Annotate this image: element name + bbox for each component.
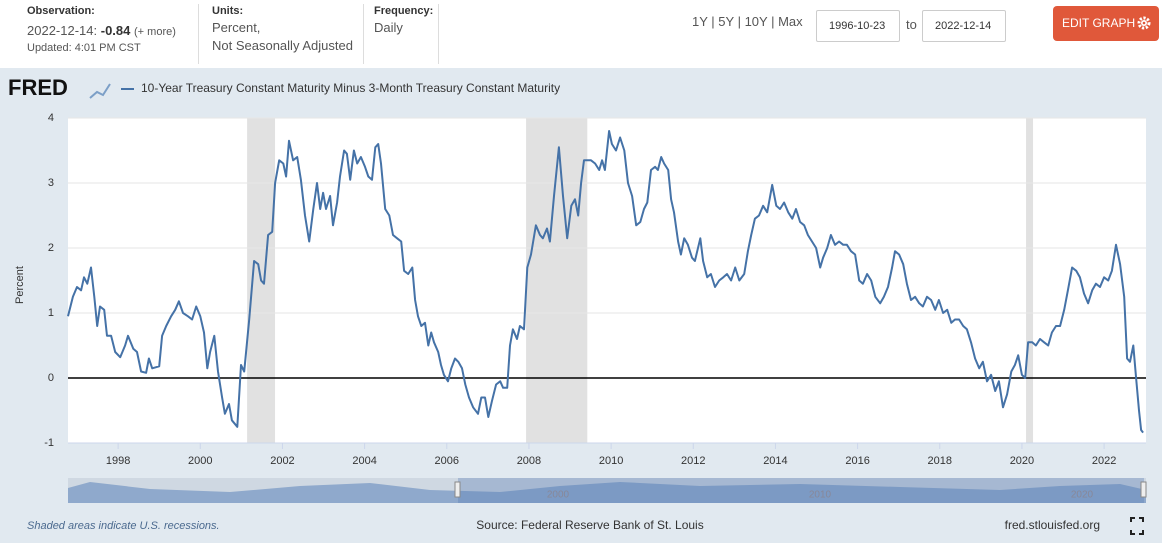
freq-value: Daily bbox=[374, 20, 403, 35]
obs-value: -0.84 bbox=[100, 23, 131, 38]
range-link[interactable]: 1Y bbox=[692, 14, 708, 29]
site[interactable]: fred.stlouisfed.org bbox=[1005, 518, 1100, 532]
obs-date: 2022-12-14: bbox=[27, 23, 98, 38]
to: to bbox=[906, 17, 917, 32]
y-tick-label: -1 bbox=[44, 437, 54, 449]
separator bbox=[438, 4, 439, 64]
fullscreen-icon[interactable] bbox=[1130, 517, 1144, 535]
navigator-label: 2010 bbox=[809, 490, 832, 501]
recession-note: Shaded areas indicate U.S. recessions. bbox=[27, 520, 220, 532]
range-link[interactable]: 5Y bbox=[718, 14, 734, 29]
x-tick-label: 2022 bbox=[1092, 455, 1116, 467]
y-tick-label: 2 bbox=[48, 242, 54, 254]
y-axis-label: Percent bbox=[14, 266, 26, 304]
x-tick-label: 2002 bbox=[270, 455, 294, 467]
obs-more[interactable]: (+ more) bbox=[134, 26, 176, 38]
separator bbox=[198, 4, 199, 64]
separator bbox=[363, 4, 364, 64]
freq-label: Frequency: bbox=[374, 5, 434, 17]
units-label: Units: bbox=[212, 5, 244, 17]
y-tick-label: 1 bbox=[48, 307, 54, 319]
obs-line: 2022-12-14: -0.84 (+ more) bbox=[27, 23, 176, 38]
x-tick-label: 2004 bbox=[352, 455, 376, 467]
range-links: 1Y | 5Y | 10Y | Max bbox=[692, 14, 803, 29]
obs-label: Observation: bbox=[27, 5, 95, 17]
source: Source: Federal Reserve Bank of St. Loui… bbox=[476, 518, 703, 532]
range-link[interactable]: 10Y bbox=[744, 14, 768, 29]
navigator-selection[interactable] bbox=[458, 478, 1144, 503]
plot-area bbox=[68, 118, 1146, 443]
logo-icon bbox=[89, 83, 111, 99]
x-tick-label: 2010 bbox=[599, 455, 623, 467]
x-tick-label: 2014 bbox=[763, 455, 787, 467]
navigator-shape bbox=[68, 482, 1146, 503]
x-tick-label: 2018 bbox=[928, 455, 952, 467]
x-tick-label: 2016 bbox=[845, 455, 869, 467]
recession-band bbox=[1026, 118, 1034, 443]
start-date[interactable]: 1996-10-23 bbox=[816, 10, 900, 42]
y-tick-label: 4 bbox=[48, 112, 54, 124]
x-tick-label: 2008 bbox=[517, 455, 541, 467]
x-tick-label: 2012 bbox=[681, 455, 705, 467]
navigator-handle[interactable] bbox=[454, 481, 461, 498]
gear-icon bbox=[1137, 16, 1151, 30]
chart: FRED 10-Year Treasury Constant Maturity … bbox=[8, 75, 1147, 535]
logo: FRED bbox=[8, 75, 68, 100]
y-tick-label: 3 bbox=[48, 177, 54, 189]
navigator-label: 2000 bbox=[547, 490, 570, 501]
series-line bbox=[67, 130, 1144, 434]
x-tick-label: 1998 bbox=[106, 455, 130, 467]
x-tick-label: 2020 bbox=[1010, 455, 1034, 467]
header: Observation: 2022-12-14: -0.84 (+ more) … bbox=[0, 0, 1162, 68]
units-line: Percent, bbox=[212, 20, 261, 35]
range-link[interactable]: Max bbox=[778, 14, 803, 29]
legend-label: 10-Year Treasury Constant Maturity Minus… bbox=[141, 81, 560, 95]
units-line: Not Seasonally Adjusted bbox=[212, 38, 353, 53]
x-tick-label: 2000 bbox=[188, 455, 212, 467]
updated: Updated: 4:01 PM CST bbox=[27, 42, 141, 54]
navigator-label: 2020 bbox=[1071, 490, 1094, 501]
edit-graph-button[interactable]: EDIT GRAPH bbox=[1053, 6, 1159, 41]
end-date[interactable]: 2022-12-14 bbox=[922, 10, 1006, 42]
navigator: 2000 2010 2020 bbox=[68, 478, 1147, 503]
navigator-handle[interactable] bbox=[1140, 481, 1147, 498]
y-tick-label: 0 bbox=[48, 372, 54, 384]
edit-label: EDIT GRAPH bbox=[1062, 16, 1136, 30]
x-tick-label: 2006 bbox=[435, 455, 459, 467]
